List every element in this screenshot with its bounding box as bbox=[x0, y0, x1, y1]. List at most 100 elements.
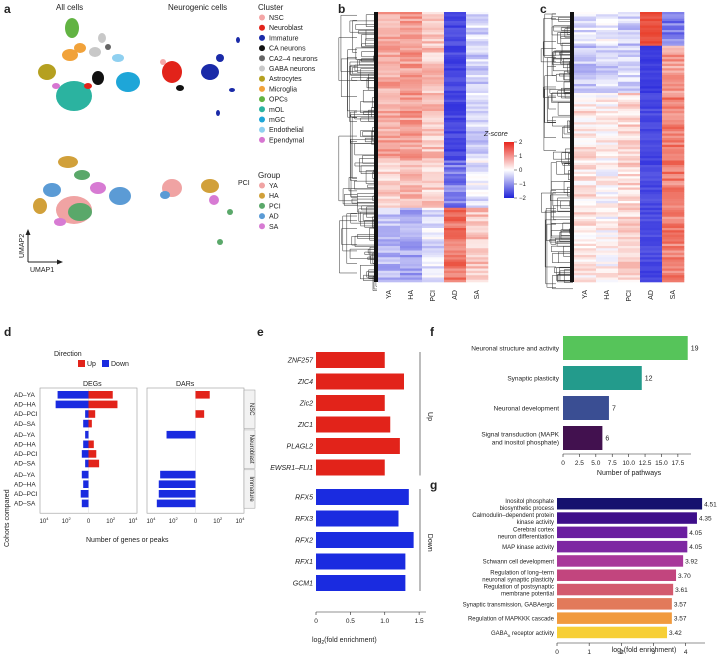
heatmap-cell bbox=[574, 34, 597, 38]
heatmap-cell bbox=[574, 183, 597, 186]
cluster-legend-swatch bbox=[259, 24, 265, 31]
heatmap-cell bbox=[596, 106, 619, 110]
heatmap-cell bbox=[574, 104, 597, 107]
heatmap-cell bbox=[400, 221, 423, 224]
dendrogram-branch bbox=[354, 180, 377, 190]
heatmap-cell bbox=[444, 88, 467, 92]
heatmap-cell bbox=[618, 234, 641, 238]
heatmap-cell bbox=[466, 268, 489, 272]
heatmap-cell bbox=[444, 108, 467, 112]
heatmap-cell bbox=[466, 250, 489, 254]
heatmap-cell bbox=[422, 151, 445, 155]
heatmap-cell bbox=[444, 268, 467, 272]
heatmap-cell bbox=[378, 214, 401, 218]
heatmap-cell bbox=[444, 70, 467, 74]
heatmap-cell bbox=[640, 122, 663, 125]
heatmap-cell bbox=[640, 61, 663, 65]
heatmap-column-label: PCI bbox=[430, 290, 437, 302]
heatmap-cell bbox=[640, 147, 663, 150]
heatmap-cell bbox=[378, 106, 401, 110]
heatmap-cell bbox=[466, 131, 489, 134]
heatmap-cell bbox=[400, 243, 423, 247]
heatmap-cell bbox=[378, 205, 401, 209]
heatmap-cell bbox=[596, 75, 619, 78]
heatmap-cell bbox=[618, 185, 641, 188]
heatmap-cell bbox=[618, 95, 641, 98]
panel-d-bar bbox=[57, 391, 89, 399]
heatmap-cell bbox=[596, 230, 619, 233]
panel-d-bar bbox=[88, 450, 97, 458]
heatmap-cell bbox=[596, 180, 619, 184]
heatmap-cell bbox=[596, 142, 619, 146]
pci-annotation: PCI bbox=[238, 180, 250, 187]
heatmap-cell bbox=[422, 261, 445, 265]
heatmap-cell bbox=[378, 25, 401, 29]
heatmap-cell bbox=[662, 228, 685, 231]
heatmap-cell bbox=[574, 187, 597, 191]
heatmap-cell bbox=[444, 135, 467, 139]
heatmap-cell bbox=[662, 126, 685, 130]
heatmap-cell bbox=[422, 192, 445, 195]
heatmap-cell bbox=[640, 275, 663, 278]
heatmap-cell bbox=[640, 261, 663, 265]
heatmap-cell bbox=[596, 232, 619, 236]
heatmap-cell bbox=[574, 57, 597, 60]
panel-f-category-label: and inositol phosphate) bbox=[492, 440, 559, 447]
heatmap-cell bbox=[596, 153, 619, 157]
heatmap-cell bbox=[618, 142, 641, 146]
heatmap-cell bbox=[378, 97, 401, 101]
dendrogram-branch bbox=[544, 13, 556, 58]
group-legend-swatch bbox=[259, 202, 265, 209]
heatmap-cell bbox=[444, 16, 467, 20]
heatmap-cell bbox=[618, 219, 641, 222]
heatmap-cell bbox=[444, 113, 467, 116]
heatmap-cell bbox=[378, 113, 401, 116]
heatmap-cell bbox=[422, 14, 445, 17]
heatmap-cell bbox=[422, 149, 445, 152]
heatmap-cell bbox=[596, 81, 619, 85]
heatmap-cell bbox=[466, 210, 489, 213]
umap-all-cells-clusters bbox=[38, 18, 140, 111]
heatmap-cell bbox=[466, 153, 489, 157]
heatmap-cell bbox=[662, 223, 685, 227]
heatmap-cell bbox=[466, 81, 489, 85]
heatmap-cell bbox=[422, 162, 445, 166]
heatmap-cell bbox=[422, 243, 445, 247]
heatmap-cell bbox=[662, 250, 685, 254]
heatmap-cell bbox=[444, 234, 467, 238]
heatmap-cell bbox=[444, 129, 467, 132]
heatmap-cell bbox=[466, 255, 489, 258]
heatmap-cell bbox=[378, 266, 401, 269]
heatmap-cell bbox=[378, 59, 401, 62]
heatmap-cell bbox=[640, 230, 663, 233]
panel-d-xlabel: Number of genes or peaks bbox=[86, 537, 169, 544]
heatmap-cell bbox=[640, 219, 663, 222]
heatmap-cell bbox=[574, 90, 597, 94]
panel-e-bar bbox=[316, 438, 400, 454]
dendrogram-branch bbox=[350, 114, 377, 118]
dendrogram-branch bbox=[557, 273, 573, 281]
heatmap-cell bbox=[662, 252, 685, 256]
heatmap-cell bbox=[466, 185, 489, 188]
heatmap-cell bbox=[574, 138, 597, 141]
heatmap-cell bbox=[596, 246, 619, 249]
heatmap-cell bbox=[444, 255, 467, 258]
heatmap-cell bbox=[640, 243, 663, 247]
heatmap-cell bbox=[596, 169, 619, 173]
heatmap-cell bbox=[444, 261, 467, 265]
heatmap-cell bbox=[466, 99, 489, 103]
heatmap-cell bbox=[466, 97, 489, 101]
heatmap-cell bbox=[378, 167, 401, 170]
panel-d-bar bbox=[88, 391, 113, 399]
heatmap-cell bbox=[640, 88, 663, 92]
heatmap-cell bbox=[444, 52, 467, 56]
dendrogram-branch bbox=[362, 131, 377, 137]
heatmap-cell bbox=[422, 45, 445, 49]
heatmap-cell bbox=[596, 234, 619, 238]
heatmap-cell bbox=[662, 41, 685, 44]
heatmap-cell bbox=[422, 246, 445, 249]
dendrogram-branch bbox=[368, 73, 377, 89]
heatmap-cell bbox=[662, 120, 685, 123]
heatmap-cell bbox=[444, 167, 467, 170]
heatmap-cell bbox=[400, 210, 423, 213]
